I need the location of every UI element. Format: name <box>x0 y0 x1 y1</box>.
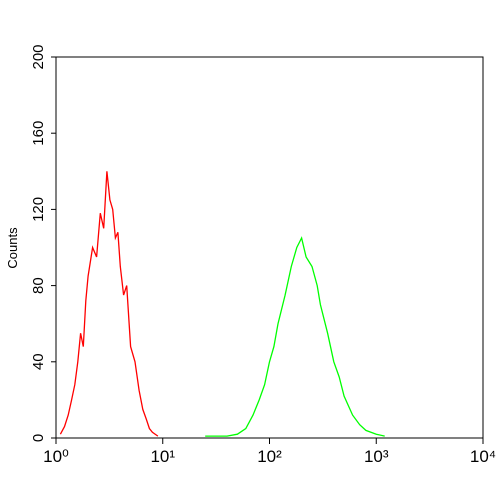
y-tick-label: 120 <box>30 197 47 222</box>
y-axis-label: Counts <box>5 227 20 269</box>
histogram-line <box>205 236 385 437</box>
y-tick-label: 40 <box>30 353 47 370</box>
y-tick-label: 160 <box>30 121 47 146</box>
x-tick-label: 10⁴ <box>470 447 496 466</box>
y-tick-label: 80 <box>30 277 47 294</box>
y-tick-label: 200 <box>30 44 47 69</box>
plot-frame <box>55 56 484 439</box>
histogram-line <box>59 171 159 437</box>
x-tick-label: 10⁰ <box>43 447 69 466</box>
y-tick-label: 0 <box>30 434 47 442</box>
x-tick-label: 10² <box>257 447 282 466</box>
x-tick-label: 10³ <box>364 447 389 466</box>
x-tick-label: 10¹ <box>150 447 175 466</box>
